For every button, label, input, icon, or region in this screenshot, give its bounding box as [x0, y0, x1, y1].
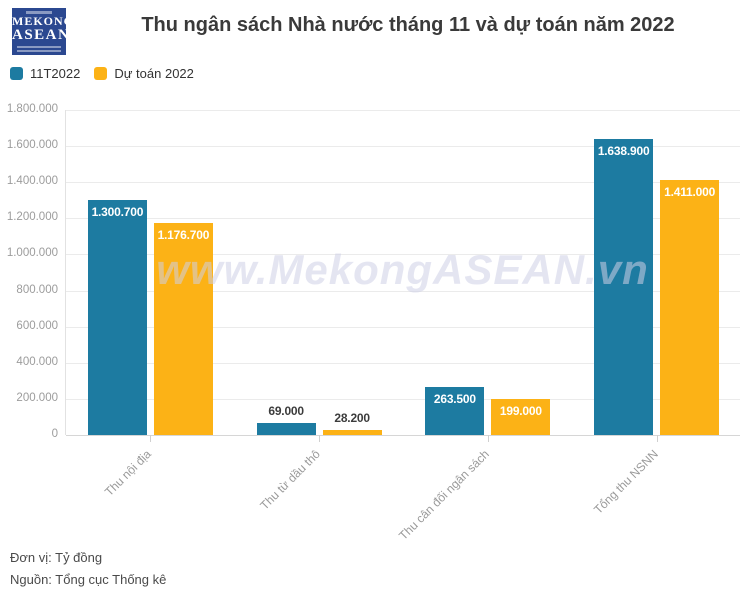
bar-series2-cat4 — [660, 180, 720, 435]
gridline — [66, 362, 740, 364]
x-axis-category-label: Thu từ dầu thô — [257, 447, 324, 513]
bar-series1-cat2 — [256, 423, 316, 435]
x-axis-tick — [319, 435, 321, 442]
y-axis: 0 200.000 400.000 600.000 800.000 1.000.000 1.… — [0, 103, 58, 440]
legend-label: 11T2022 — [30, 65, 81, 81]
y-axis-tick-label: 1.600.000 — [6, 139, 58, 152]
legend-item-du-toan-2022[interactable]: Dự toán 2022 — [94, 66, 194, 81]
bar-series1-cat1 — [87, 200, 147, 435]
y-axis-tick-label: 600.000 — [16, 319, 58, 332]
plot-area: 1.300.700 1.176.700 69.000 28.200 263.500 199… — [65, 110, 740, 442]
x-axis-tick — [656, 435, 658, 442]
bar-value-label: 1.176.700 — [157, 228, 210, 242]
bar-value-label: 1.300.700 — [91, 205, 144, 219]
x-axis-tick — [150, 435, 152, 442]
bar-value-label: 263.500 — [433, 392, 476, 406]
logo-tagline-top — [26, 11, 52, 14]
bar-value-label: 69.000 — [268, 404, 304, 418]
legend-swatch — [94, 66, 108, 80]
gridline — [66, 218, 740, 220]
x-axis-category-label: Thu cân đối ngân sách — [396, 447, 492, 543]
gridline — [66, 146, 740, 148]
y-axis-tick-label: 1.200.000 — [6, 211, 58, 224]
y-axis-tick-label: 800.000 — [16, 283, 58, 296]
x-axis-tick — [487, 435, 489, 442]
bar-series1-cat3 — [425, 387, 485, 435]
gridline — [66, 254, 740, 256]
gridline — [66, 182, 740, 184]
x-axis-category-label: Tổng thu NSNN — [590, 447, 661, 517]
y-axis-tick-label: 200.000 — [16, 391, 58, 404]
gridline — [66, 290, 740, 292]
gridline — [66, 398, 740, 400]
x-axis: Thu nội địa Thu từ dầu thô Thu cân đối ngâ… — [65, 435, 740, 553]
gridline — [66, 326, 740, 328]
y-axis-tick-label: 1.800.000 — [6, 103, 58, 115]
unit-note: Đơn vị: Tỷ đồng — [10, 550, 103, 565]
bar-value-label: 1.411.000 — [664, 185, 716, 199]
legend: 11T2022 Dự toán 2022 — [10, 64, 194, 82]
legend-label: Dự toán 2022 — [114, 65, 194, 81]
logo-tagline-bottom — [17, 46, 61, 48]
logo-text-mekong: MEKONG — [12, 14, 74, 28]
bar-value-label: 1.638.900 — [597, 144, 650, 158]
page-title: Thu ngân sách Nhà nước tháng 11 và dự to… — [141, 14, 675, 36]
gridline — [66, 435, 740, 436]
y-axis-tick-label: 0 — [51, 428, 58, 440]
y-axis-tick-label: 1.400.000 — [6, 175, 58, 188]
bar-series2-cat3 — [491, 399, 551, 435]
logo-tagline-bottom-2 — [17, 50, 61, 52]
y-axis-tick-label: 1.000.000 — [6, 247, 58, 260]
legend-swatch — [10, 66, 23, 80]
mekong-asean-logo: MEKONG ASEAN — [12, 8, 74, 55]
gridline — [66, 110, 740, 111]
y-axis-tick-label: 400.000 — [16, 355, 58, 368]
bar-value-label: 28.200 — [334, 411, 370, 425]
legend-item-11t2022[interactable]: 11T2022 — [10, 66, 80, 81]
bar-value-label: 199.000 — [499, 404, 542, 418]
bar-series1-cat4 — [594, 139, 654, 435]
logo-text-asean: ASEAN — [12, 27, 71, 43]
footer: Đơn vị: Tỷ đồng Nguồn: Tổng cục Thống kê — [10, 547, 166, 591]
bar-series2-cat1 — [153, 223, 213, 435]
bar-series2-cat2 — [322, 430, 382, 435]
source-note: Nguồn: Tổng cục Thống kê — [10, 572, 167, 587]
